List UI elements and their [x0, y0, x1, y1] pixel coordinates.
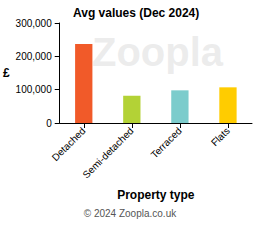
- svg-text:0: 0: [46, 118, 52, 129]
- svg-text:200,000: 200,000: [16, 51, 53, 62]
- svg-text:Terraced: Terraced: [149, 125, 184, 160]
- svg-text:Zoopla: Zoopla: [92, 30, 224, 74]
- svg-text:© 2024 Zoopla.co.uk: © 2024 Zoopla.co.uk: [84, 208, 177, 219]
- svg-text:Property type: Property type: [117, 188, 195, 202]
- svg-text:300,000: 300,000: [16, 18, 53, 29]
- svg-text:Flats: Flats: [209, 125, 232, 148]
- svg-text:£: £: [3, 66, 10, 80]
- svg-text:100,000: 100,000: [16, 84, 53, 95]
- svg-text:Detached: Detached: [50, 125, 88, 163]
- svg-text:Avg values (Dec 2024): Avg values (Dec 2024): [73, 6, 199, 20]
- svg-text:Semi-detached: Semi-detached: [80, 125, 135, 180]
